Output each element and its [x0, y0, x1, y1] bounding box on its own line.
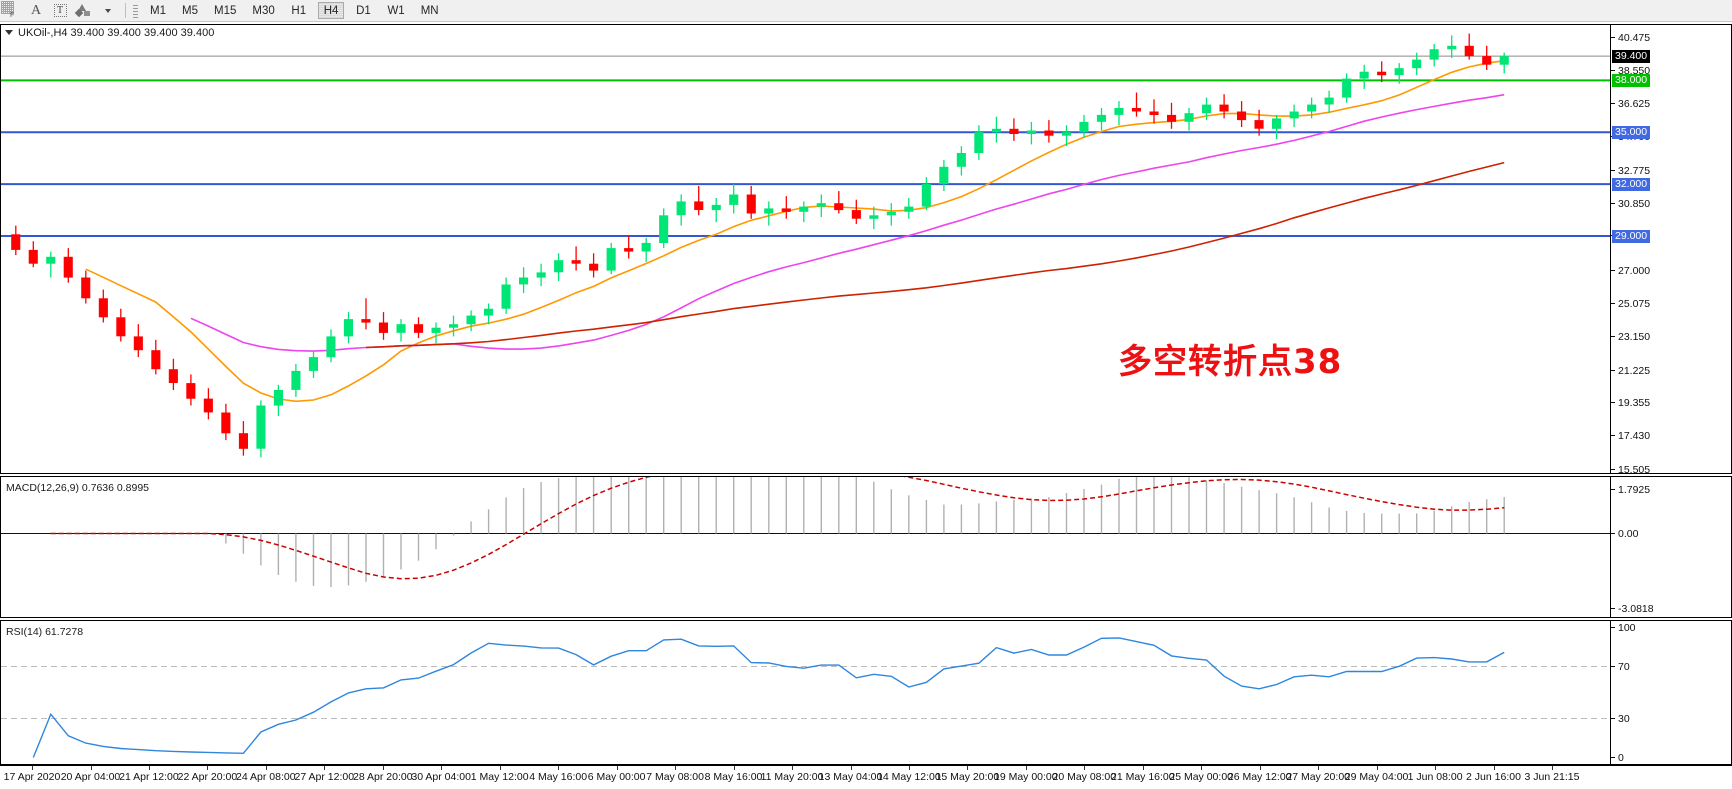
time-tick — [1318, 766, 1320, 770]
time-tick — [675, 766, 677, 770]
time-axis-label: 3 Jun 21:15 — [1524, 771, 1580, 783]
time-tick — [207, 766, 209, 770]
price-chart-pane[interactable]: 40.475 38.550 36.625 34.700 32.775 30.85… — [0, 24, 1732, 476]
time-axis-label: 11 May 20:00 — [760, 771, 824, 783]
time-tick — [499, 766, 501, 770]
time-axis-label: 27 Apr 12:00 — [294, 771, 355, 783]
time-axis-label: 1 May 12:00 — [470, 771, 529, 783]
time-tick — [967, 766, 969, 770]
time-tick — [1493, 766, 1495, 770]
toolbar-drag-handle[interactable] — [133, 3, 138, 18]
rsi-pane[interactable]: 100 70 30 0 — [0, 620, 1732, 765]
time-tick — [792, 766, 793, 770]
time-axis-label: 4 May 16:00 — [529, 771, 588, 783]
price-level-tag[interactable]: 32.000 — [1612, 177, 1651, 191]
rsi-axis[interactable]: 100 70 30 0 — [1610, 621, 1731, 764]
toolbar-separator — [125, 3, 126, 18]
time-axis-label: 1 Jun 08:00 — [1407, 771, 1463, 783]
timeframe-m1[interactable]: M1 — [150, 4, 166, 17]
time-tick — [616, 766, 618, 770]
price-plot-area[interactable] — [1, 25, 1611, 473]
price-level-tag[interactable]: 38.000 — [1612, 73, 1651, 87]
time-tick — [1025, 766, 1027, 770]
time-tick — [1142, 766, 1144, 770]
time-axis-label: 7 May 08:00 — [646, 771, 704, 783]
time-tick — [324, 766, 326, 770]
time-tick — [382, 766, 384, 770]
time-axis-label: 14 May 12:00 — [877, 771, 941, 783]
time-tick — [1376, 766, 1378, 770]
time-axis-label: 25 May 00:00 — [1169, 771, 1234, 783]
time-axis-label: 30 Apr 04:00 — [411, 771, 471, 783]
timeframe-h1[interactable]: H1 — [291, 4, 307, 17]
time-axis-label: 15 May 20:00 — [935, 771, 1000, 783]
time-tick — [1435, 766, 1437, 770]
time-tick — [1084, 766, 1086, 770]
toolbar: F A T M1 M5 M15 M30 H1 H4 D1 W1 MN — [0, 0, 1732, 22]
macd-pane[interactable]: 1.7925 0.00 -3.0818 — [0, 476, 1732, 618]
time-axis[interactable]: 17 Apr 2020 20 Apr 04:00 21 Apr 12:00 22 Ap… — [0, 765, 1732, 789]
time-axis-label: 20 May 08:00 — [1052, 771, 1117, 783]
time-tick — [558, 766, 560, 770]
price-level-tag[interactable]: 29.000 — [1612, 229, 1651, 243]
time-tick — [908, 766, 910, 770]
macd-axis[interactable]: 1.7925 0.00 -3.0818 — [1610, 477, 1731, 617]
time-tick — [850, 766, 852, 770]
time-tick — [441, 766, 443, 770]
time-axis-label: 17 Apr 2020 — [3, 771, 61, 783]
time-tick — [1259, 766, 1261, 770]
time-tick — [148, 766, 150, 770]
time-tick — [1552, 766, 1553, 770]
time-axis-label: 27 May 20:00 — [1286, 771, 1351, 783]
price-level-tag[interactable]: 35.000 — [1612, 125, 1651, 139]
timeframe-h4[interactable]: H4 — [317, 2, 345, 19]
symbol-ohlc-label: UKOil-,H4 39.400 39.400 39.400 39.400 — [18, 26, 215, 39]
time-tick — [32, 766, 33, 770]
time-tick — [265, 766, 267, 770]
chevron-down-icon[interactable] — [5, 30, 13, 35]
time-axis-label: 13 May 04:00 — [818, 771, 883, 783]
time-axis-label: 6 May 00:00 — [587, 771, 646, 783]
shapes-icon[interactable] — [72, 1, 96, 20]
time-axis-label: 29 May 04:00 — [1344, 771, 1409, 783]
time-axis-label: 28 Apr 20:00 — [353, 771, 413, 783]
macd-plot-area[interactable] — [1, 477, 1611, 617]
time-axis-label: 22 Apr 20:00 — [177, 771, 238, 783]
symbol-info-bar[interactable]: UKOil-,H4 39.400 39.400 39.400 39.400 — [0, 26, 605, 39]
price-level-tag[interactable]: 39.400 — [1612, 49, 1651, 63]
chart-annotation-text[interactable]: 多空转折点38 — [1118, 342, 1343, 382]
time-tick — [90, 766, 92, 770]
time-axis-label: 20 Apr 04:00 — [60, 771, 121, 783]
price-axis[interactable]: 40.475 38.550 36.625 34.700 32.775 30.85… — [1610, 25, 1731, 476]
time-axis-label: 19 May 00:00 — [993, 771, 1058, 783]
time-axis-label: 2 Jun 16:00 — [1466, 771, 1521, 783]
rsi-indicator-label: RSI(14) 61.7278 — [6, 626, 84, 638]
time-axis-label: 26 May 12:00 — [1227, 771, 1292, 783]
timeframe-m15[interactable]: M15 — [214, 4, 237, 17]
crosshair-grid-icon[interactable]: F — [0, 1, 24, 20]
timeframe-d1[interactable]: D1 — [356, 4, 371, 17]
time-tick — [733, 766, 735, 770]
time-axis-label: 24 Apr 08:00 — [236, 771, 296, 783]
time-axis-label: 8 May 16:00 — [704, 771, 763, 783]
timeframe-w1[interactable]: W1 — [387, 4, 405, 17]
text-label-icon[interactable]: A — [30, 2, 42, 18]
timeframe-m5[interactable]: M5 — [182, 4, 198, 17]
shapes-dropdown-caret-icon[interactable] — [96, 1, 120, 20]
macd-indicator-label: MACD(12,26,9) 0.7636 0.8995 — [6, 482, 150, 494]
text-box-icon[interactable]: T — [48, 1, 72, 20]
timeframe-mn[interactable]: MN — [420, 4, 439, 17]
rsi-plot-area[interactable] — [1, 621, 1611, 764]
time-axis-label: 21 May 16:00 — [1110, 771, 1175, 783]
time-tick — [1201, 766, 1203, 770]
time-axis-label: 21 Apr 12:00 — [119, 771, 179, 783]
timeframe-m30[interactable]: M30 — [252, 4, 275, 17]
